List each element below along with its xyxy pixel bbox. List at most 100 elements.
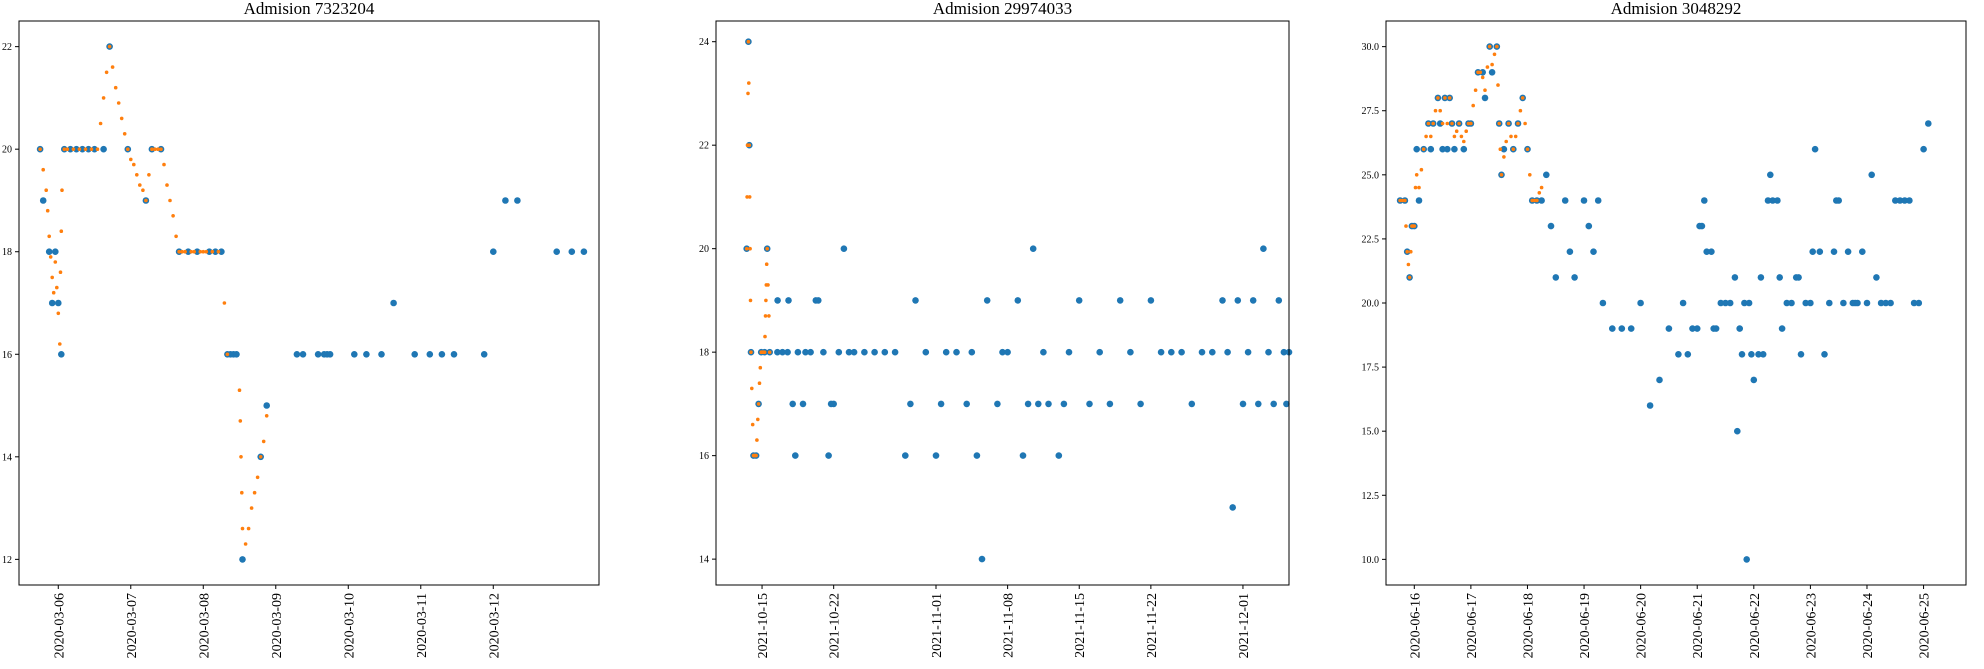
observed-point [1788,299,1795,307]
observed-point [1045,400,1052,408]
observed-point [480,351,488,358]
observed-point [314,351,322,358]
interpolated-point [159,147,163,151]
y-tick-label: 30.0 [1362,42,1380,53]
observed-point [52,248,59,255]
observed-point [1244,348,1252,356]
observed-point [263,402,271,409]
interpolated-point [1520,96,1525,100]
x-axis: 2020-06-16 2020-06-17 2020-06-18 2020-06-19… [1408,585,1933,658]
observed-point [789,400,796,408]
x-tick-label: 2020-06-17 [1465,593,1480,658]
observed-point [1731,274,1739,281]
interpolated-point [122,132,127,136]
interpolated-point [1502,155,1506,159]
observed-point [91,145,98,153]
observed-point [1004,348,1011,356]
y-axis: 14 16 18 20 22 24 [699,37,716,566]
interpolated-point [1537,191,1542,195]
interpolated-point [1490,62,1494,67]
observed-point [1566,248,1574,255]
interpolated-point [1438,108,1442,113]
observed-point [1759,351,1767,358]
interpolated-point [1480,75,1485,80]
interpolated-point [55,285,59,290]
y-axis: 12 14 16 18 20 22 [2,42,19,566]
interpolated-point [748,298,753,303]
observed-point [1209,348,1216,356]
interpolated-point [766,283,770,287]
observed-point [390,299,397,307]
interpolated-point [1424,134,1428,139]
interpolated-point [47,234,51,239]
observed-point [1413,145,1420,153]
observed-point [1249,297,1257,304]
observed-point [1748,351,1755,358]
observed-point [1147,297,1155,304]
observed-point [233,351,240,358]
observed-point [994,400,1001,408]
x-tick-label: 2020-06-19 [1578,593,1593,658]
interpolated-point [1426,121,1431,126]
interpolated-point [1454,129,1459,133]
observed-point [1757,274,1765,281]
observed-point [1427,145,1435,153]
observed-point [1040,348,1047,356]
interpolated-point [243,542,248,546]
observed-point [1745,299,1753,307]
observed-point [351,351,358,358]
observed-point [1415,197,1423,204]
interpolated-point [51,290,56,295]
x-tick-label: 2020-06-25 [1918,593,1933,658]
observed-point [815,297,822,304]
x-tick-label: 2020-06-21 [1691,593,1706,658]
x-tick-label: 2020-03-12 [487,593,502,658]
observed-point [1776,274,1783,281]
observed-point [1708,248,1715,255]
observed-point [1741,299,1748,307]
observed-point [1580,197,1588,204]
observed-point [799,400,807,408]
observed-point [807,348,814,356]
interpolated-point [165,183,169,187]
interpolated-point [1429,134,1433,139]
interpolated-point [264,414,269,418]
observed-point [1168,348,1175,356]
interpolated-point [1496,83,1500,87]
interpolated-point [1407,275,1412,280]
interpolated-point [189,249,193,254]
interpolated-point [1447,96,1452,100]
observed-point [1255,400,1262,408]
observed-point [193,248,201,255]
observed-point [774,297,781,304]
observed-point [1234,297,1242,304]
interpolated-point [1471,103,1475,108]
observed-point [568,248,576,255]
interpolated-point [225,352,230,357]
interpolated-point [222,301,227,305]
observed-point [845,348,853,356]
y-tick-label: 22.5 [1362,234,1380,245]
observed-point [1543,171,1550,179]
interpolated-point [1459,134,1464,139]
interpolated-point [116,101,121,105]
interpolated-point [204,249,209,254]
interpolated-point [763,314,768,318]
y-tick-label: 20 [2,145,12,156]
interpolated-point [764,298,768,303]
chart-panel-1: Admision 7323204 12 14 16 18 20 22 2020-03-06… [2,0,600,658]
observed-point [212,248,219,255]
observed-point [825,452,832,459]
y-tick-label: 15.0 [1362,427,1380,438]
observed-point [1656,376,1663,384]
interpolated-point [750,422,755,427]
interpolated-point [44,188,48,192]
observed-point [1116,297,1124,304]
observed-point [1590,248,1597,255]
observed-point [973,452,981,459]
interpolated-point [767,314,771,318]
observed-point [1547,222,1555,230]
observed-point [861,348,868,356]
y-axis: 10.0 12.5 15.0 17.5 20.0 22.5 25.0 27.5 30.0 [1362,42,1386,566]
